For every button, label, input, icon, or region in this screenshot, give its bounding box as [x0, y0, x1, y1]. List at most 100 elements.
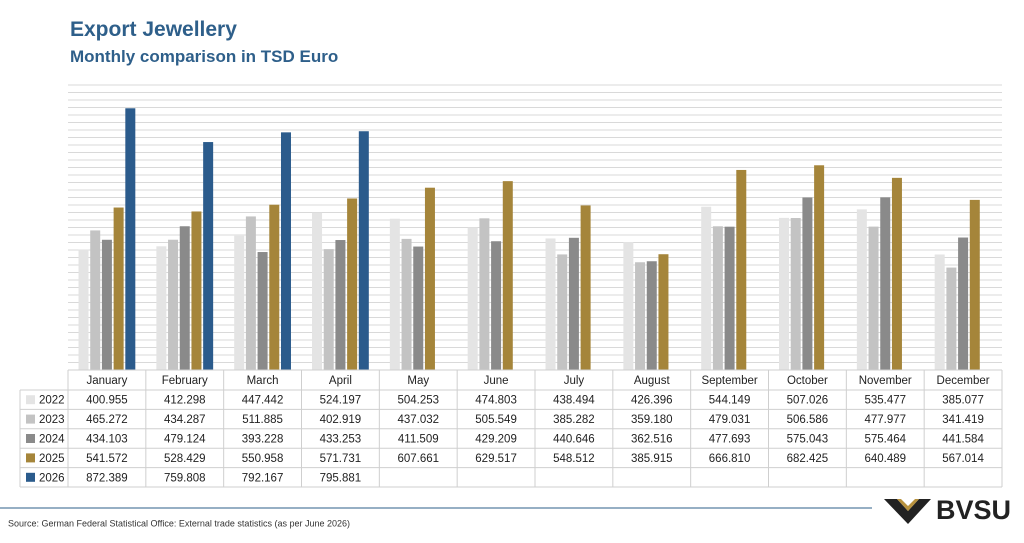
table-value: 507.026 [787, 395, 829, 407]
bar [203, 142, 214, 370]
bar [191, 211, 202, 370]
bar [712, 226, 723, 370]
table-value: 434.103 [86, 434, 128, 446]
legend-label: 2024 [39, 434, 65, 446]
legend-swatch [26, 395, 35, 405]
table-value: 682.425 [787, 453, 829, 465]
table-value: 429.209 [475, 434, 517, 446]
table-value: 571.731 [320, 453, 362, 465]
table-value: 759.808 [164, 472, 206, 484]
table-value: 433.253 [320, 434, 362, 446]
table-value: 437.032 [397, 414, 439, 426]
legend-label: 2023 [39, 414, 65, 426]
table-value: 393.228 [242, 434, 284, 446]
bar [467, 227, 478, 370]
x-tick-label: June [484, 375, 509, 387]
bar [868, 226, 879, 370]
chart-title: Export Jewellery [70, 18, 237, 41]
table-value: 385.077 [942, 395, 984, 407]
table-value: 795.881 [320, 472, 362, 484]
x-tick-label: April [329, 375, 352, 387]
legend-swatch [26, 453, 35, 463]
bar [101, 239, 112, 370]
table-value: 629.517 [475, 453, 517, 465]
legend-label: 2022 [39, 395, 65, 407]
bar [234, 235, 245, 370]
bar [934, 254, 945, 370]
bar [802, 197, 813, 370]
bar [323, 249, 334, 370]
table-value: 550.958 [242, 453, 284, 465]
bar [958, 237, 969, 370]
bar [701, 206, 712, 370]
bar [814, 165, 825, 370]
legend-label: 2025 [39, 453, 65, 465]
source: Source: German Federal Statistical Offic… [8, 518, 350, 528]
table-value: 548.512 [553, 453, 595, 465]
table-value: 506.586 [787, 414, 829, 426]
logo-text: BVSU [936, 495, 1011, 525]
bar [269, 204, 280, 370]
table-value: 872.389 [86, 472, 128, 484]
bar [78, 249, 89, 370]
x-tick-label: October [787, 375, 828, 387]
table-value: 528.429 [164, 453, 206, 465]
bar [312, 212, 323, 370]
table-value: 479.031 [709, 414, 751, 426]
bar [568, 237, 579, 370]
bar [736, 169, 747, 370]
x-tick-label: March [247, 375, 279, 387]
bar [413, 246, 424, 370]
legend-swatch [26, 434, 35, 443]
bar [156, 246, 167, 370]
x-tick-label: September [701, 375, 757, 387]
table-value: 341.419 [942, 414, 984, 426]
table-value: 362.516 [631, 434, 673, 446]
x-tick-label: December [937, 375, 990, 387]
bar [113, 207, 124, 370]
table-value: 792.167 [242, 472, 284, 484]
bar [179, 226, 190, 370]
table-value: 385.915 [631, 453, 673, 465]
bar [880, 197, 891, 370]
x-tick-label: November [859, 375, 912, 387]
bar [257, 252, 268, 370]
bar [280, 132, 291, 370]
table-value: 441.584 [942, 434, 984, 446]
table-value: 575.464 [864, 434, 906, 446]
table-value: 524.197 [320, 395, 362, 407]
bar [658, 254, 669, 370]
bar [545, 238, 556, 370]
table-value: 412.298 [164, 395, 206, 407]
table-value: 479.124 [164, 434, 206, 446]
bar [358, 131, 369, 370]
bar [168, 239, 179, 370]
table-value: 465.272 [86, 414, 128, 426]
table-value: 505.549 [475, 414, 517, 426]
bar [401, 238, 412, 370]
bar [125, 108, 136, 371]
logo-accent [897, 499, 919, 511]
bar [646, 261, 657, 370]
bar [891, 177, 902, 370]
table-value: 402.919 [320, 414, 362, 426]
table-value: 511.885 [242, 414, 283, 426]
table-value: 477.977 [864, 414, 906, 426]
bar [389, 218, 400, 370]
table-value: 544.149 [709, 395, 751, 407]
table-value: 575.043 [787, 434, 829, 446]
table-value: 541.572 [86, 453, 128, 465]
chart-subtitle: Monthly comparison in TSD Euro [70, 47, 338, 66]
table-value: 385.282 [553, 414, 595, 426]
bar [969, 199, 980, 370]
x-tick-label: May [407, 375, 429, 387]
bar [90, 230, 101, 370]
table-value: 474.803 [475, 395, 517, 407]
bar [635, 262, 646, 370]
table-value: 411.509 [398, 434, 439, 446]
bar [502, 181, 513, 370]
table-value: 666.810 [709, 453, 751, 465]
table-value: 426.396 [631, 395, 673, 407]
table-value: 504.253 [397, 395, 439, 407]
